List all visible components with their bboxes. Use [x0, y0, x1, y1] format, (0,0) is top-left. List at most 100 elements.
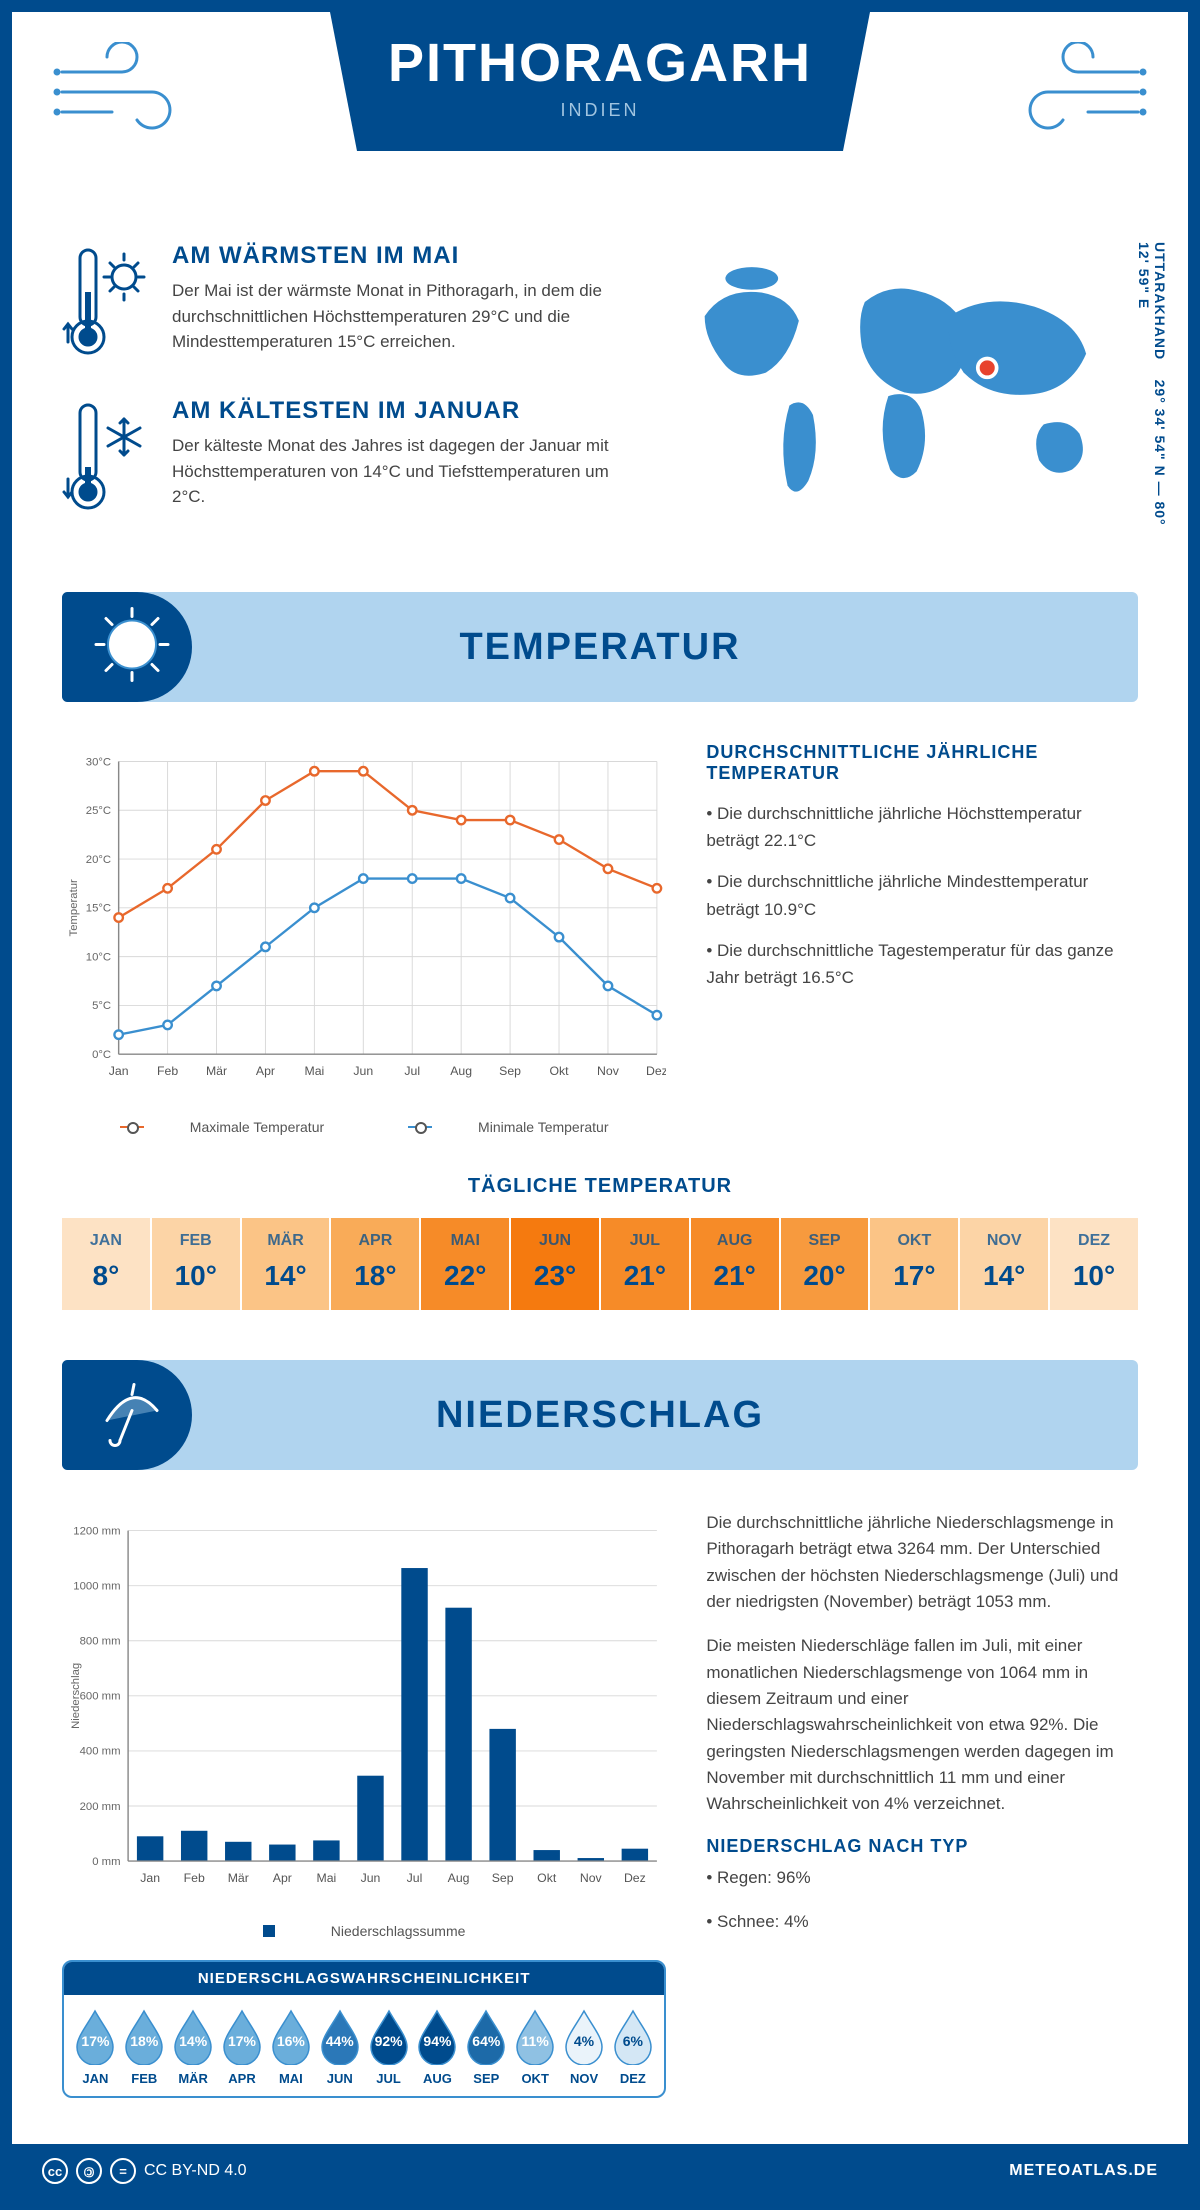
- precipitation-body: 0 mm200 mm400 mm600 mm800 mm1000 mm1200 …: [12, 1470, 1188, 2118]
- fact-coldest: AM KÄLTESTEN IM JANUAR Der kälteste Mona…: [62, 397, 627, 522]
- fact-warmest: AM WÄRMSTEN IM MAI Der Mai ist der wärms…: [62, 242, 627, 367]
- precip-chart-legend: Niederschlagssumme: [62, 1923, 666, 1940]
- svg-text:Temperatur: Temperatur: [68, 879, 80, 937]
- world-map-icon: [667, 242, 1138, 522]
- svg-text:Feb: Feb: [157, 1064, 178, 1078]
- thermometer-hot-icon: [62, 242, 152, 367]
- precip-summary-text: Die durchschnittliche jährliche Niedersc…: [706, 1510, 1138, 2098]
- license-block: cc 🄯 = CC BY-ND 4.0: [42, 2158, 247, 2184]
- wind-icon-right: [998, 42, 1148, 147]
- raindrop-icon: 92%: [366, 2009, 412, 2065]
- raindrop-icon: 16%: [268, 2009, 314, 2065]
- svg-text:Apr: Apr: [273, 1871, 292, 1885]
- svg-text:25°C: 25°C: [86, 805, 111, 817]
- svg-text:Niederschlag: Niederschlag: [70, 1663, 82, 1729]
- svg-text:30°C: 30°C: [86, 756, 111, 768]
- raindrop-icon: 94%: [414, 2009, 460, 2065]
- city-title: PITHORAGARH: [340, 32, 860, 94]
- wind-icon-left: [52, 42, 202, 147]
- temp-cell: MAI22°: [421, 1218, 511, 1310]
- svg-text:Mai: Mai: [317, 1871, 337, 1885]
- raindrop-icon: 17%: [219, 2009, 265, 2065]
- footer: cc 🄯 = CC BY-ND 4.0 METEOATLAS.DE: [12, 2144, 1188, 2198]
- temp-summary-text: DURCHSCHNITTLICHE JÄHRLICHE TEMPERATUR •…: [706, 742, 1138, 1135]
- fact-warm-title: AM WÄRMSTEN IM MAI: [172, 242, 627, 270]
- svg-text:Dez: Dez: [646, 1064, 666, 1078]
- prob-cell: 11% OKT: [512, 2009, 559, 2086]
- svg-text:Mär: Mär: [228, 1871, 249, 1885]
- nd-icon: =: [110, 2158, 136, 2184]
- precip-section-title: NIEDERSCHLAG: [436, 1394, 764, 1437]
- section-header-precipitation: NIEDERSCHLAG: [62, 1360, 1138, 1470]
- svg-text:Okt: Okt: [549, 1064, 569, 1078]
- svg-text:Jul: Jul: [407, 1871, 423, 1885]
- temp-cell: AUG21°: [691, 1218, 781, 1310]
- cc-icon: cc: [42, 2158, 68, 2184]
- temp-cell: MÄR14°: [242, 1218, 332, 1310]
- svg-text:Sep: Sep: [499, 1064, 521, 1078]
- prob-cell: 17% APR: [219, 2009, 266, 2086]
- svg-text:Apr: Apr: [256, 1064, 275, 1078]
- temp-cell: OKT17°: [870, 1218, 960, 1310]
- svg-text:Jun: Jun: [353, 1064, 373, 1078]
- fact-warm-text: Der Mai ist der wärmste Monat in Pithora…: [172, 278, 627, 355]
- by-icon: 🄯: [76, 2158, 102, 2184]
- prob-cell: 64% SEP: [463, 2009, 510, 2086]
- svg-text:Jan: Jan: [109, 1064, 129, 1078]
- svg-text:Nov: Nov: [597, 1064, 620, 1078]
- svg-text:Aug: Aug: [448, 1871, 470, 1885]
- svg-text:Mai: Mai: [304, 1064, 324, 1078]
- thermometer-cold-icon: [62, 397, 152, 522]
- raindrop-icon: 4%: [561, 2009, 607, 2065]
- svg-text:1000 mm: 1000 mm: [73, 1580, 120, 1592]
- svg-text:Jun: Jun: [361, 1871, 381, 1885]
- svg-text:0 mm: 0 mm: [92, 1856, 120, 1868]
- temp-cell: APR18°: [331, 1218, 421, 1310]
- location-marker-icon: [978, 358, 997, 377]
- temp-section-title: TEMPERATUR: [459, 626, 740, 669]
- temp-chart-legend: Maximale Temperatur Minimale Temperatur: [62, 1115, 666, 1135]
- fact-cold-title: AM KÄLTESTEN IM JANUAR: [172, 397, 627, 425]
- svg-text:15°C: 15°C: [86, 903, 111, 915]
- svg-text:5°C: 5°C: [92, 1000, 111, 1012]
- raindrop-icon: 11%: [512, 2009, 558, 2065]
- raindrop-icon: 6%: [610, 2009, 656, 2065]
- svg-text:Sep: Sep: [492, 1871, 514, 1885]
- title-banner: PITHORAGARH INDIEN: [330, 12, 870, 151]
- temp-cell: SEP20°: [781, 1218, 871, 1310]
- svg-text:Okt: Okt: [537, 1871, 557, 1885]
- raindrop-icon: 18%: [121, 2009, 167, 2065]
- prob-cell: 18% FEB: [121, 2009, 168, 2086]
- prob-cell: 14% MÄR: [170, 2009, 217, 2086]
- temp-cell: FEB10°: [152, 1218, 242, 1310]
- intro-facts: AM WÄRMSTEN IM MAI Der Mai ist der wärms…: [62, 242, 627, 552]
- precip-bar-chart: 0 mm200 mm400 mm600 mm800 mm1000 mm1200 …: [62, 1510, 666, 2098]
- prob-cell: 92% JUL: [365, 2009, 412, 2086]
- temp-cell: JUN23°: [511, 1218, 601, 1310]
- raindrop-icon: 14%: [170, 2009, 216, 2065]
- svg-text:10°C: 10°C: [86, 951, 111, 963]
- svg-text:600 mm: 600 mm: [80, 1691, 121, 1703]
- raindrop-icon: 44%: [317, 2009, 363, 2065]
- umbrella-icon: [92, 1373, 172, 1458]
- svg-text:Dez: Dez: [624, 1871, 646, 1885]
- prob-cell: 17% JAN: [72, 2009, 119, 2086]
- temp-cell: NOV14°: [960, 1218, 1050, 1310]
- infographic-page: PITHORAGARH INDIEN AM WÄRMSTEN IM MAI De…: [0, 0, 1200, 2210]
- fact-cold-text: Der kälteste Monat des Jahres ist dagege…: [172, 433, 627, 510]
- raindrop-icon: 64%: [463, 2009, 509, 2065]
- svg-text:Jan: Jan: [140, 1871, 160, 1885]
- header: PITHORAGARH INDIEN: [12, 12, 1188, 212]
- sun-icon: [92, 605, 172, 690]
- country-label: INDIEN: [340, 100, 860, 121]
- svg-text:Nov: Nov: [580, 1871, 603, 1885]
- svg-text:1200 mm: 1200 mm: [73, 1525, 120, 1537]
- temp-cell: DEZ10°: [1050, 1218, 1138, 1310]
- daily-temp-table: TÄGLICHE TEMPERATUR JAN8°FEB10°MÄR14°APR…: [12, 1155, 1188, 1360]
- svg-text:Feb: Feb: [184, 1871, 205, 1885]
- svg-text:400 mm: 400 mm: [80, 1746, 121, 1758]
- temp-cell: JUL21°: [601, 1218, 691, 1310]
- map-area: UTTARAKHAND 29° 34' 54" N — 80° 12' 59" …: [667, 242, 1138, 552]
- coordinates-text: UTTARAKHAND 29° 34' 54" N — 80° 12' 59" …: [1136, 242, 1168, 552]
- precip-probability-box: NIEDERSCHLAGSWAHRSCHEINLICHKEIT 17% JAN …: [62, 1960, 666, 2098]
